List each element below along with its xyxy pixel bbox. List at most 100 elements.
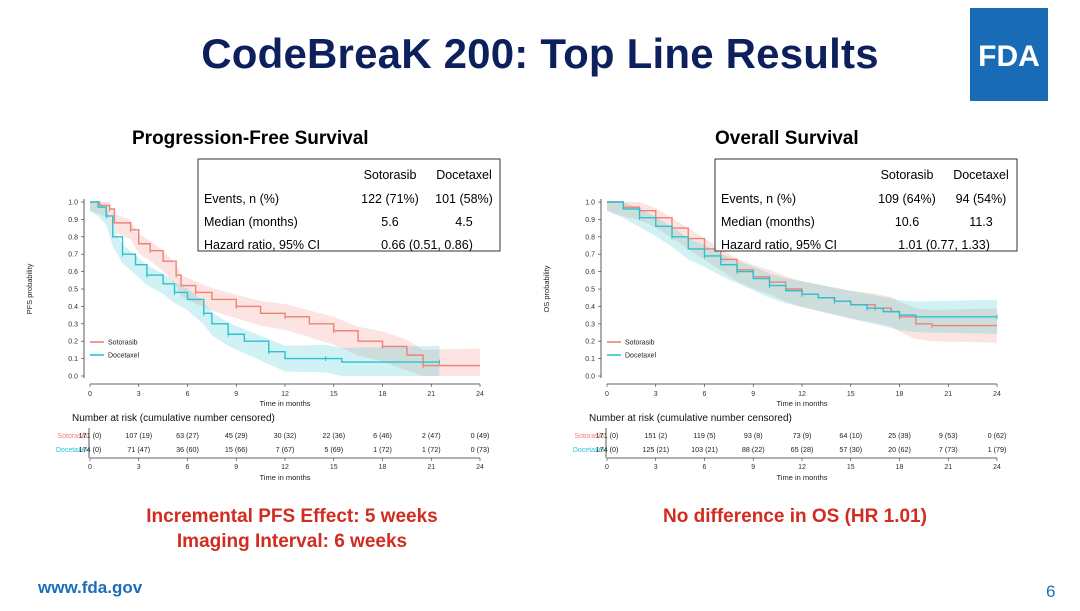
y-tick-label: 0.0 [585,374,595,381]
risk-row-name: Docetaxel [573,447,605,454]
x-tick-label: 0 [605,391,609,398]
risk-x-tick-label: 3 [137,464,141,471]
slide-title: CodeBreaK 200: Top Line Results [201,30,879,77]
x-tick-label: 21 [427,391,435,398]
risk-value: 64 (10) [839,431,862,440]
x-tick-label: 3 [137,391,141,398]
risk-x-tick-label: 18 [379,464,387,471]
risk-value: 25 (39) [888,431,911,440]
x-tick-label: 9 [751,391,755,398]
os-finding: No difference in OS (HR 1.01) [620,504,970,529]
y-tick-label: 0.4 [68,304,78,311]
x-tick-label: 18 [896,391,904,398]
y-tick-label: 0.0 [68,374,78,381]
risk-value: 1 (72) [373,445,392,454]
risk-value: 7 (67) [276,445,295,454]
y-tick-label: 0.5 [68,287,78,294]
ci-band-sotorasib [607,202,997,343]
fda-logo-mark: FDA [978,40,1040,73]
risk-x-tick-label: 0 [605,464,609,471]
stats-value: 10.6 [895,215,919,229]
y-tick-label: 1.0 [68,200,78,207]
risk-value: 45 (29) [225,431,248,440]
y-tick-label: 0.5 [585,287,595,294]
stats-value: 4.5 [455,215,472,229]
x-tick-label: 18 [379,391,387,398]
risk-value: 15 (66) [225,445,248,454]
x-tick-label: 12 [798,391,806,398]
x-tick-label: 21 [944,391,952,398]
stats-row-label: Events, n (%) [204,192,279,206]
stats-value: 101 (58%) [435,192,493,206]
risk-value: 119 (5) [693,431,715,440]
risk-value: 20 (62) [888,445,911,454]
risk-value: 0 (62) [988,431,1007,440]
y-tick-label: 0.6 [585,269,595,276]
risk-value: 125 (21) [642,445,669,454]
stats-value: 109 (64%) [878,192,936,206]
risk-value: 7 (73) [939,445,958,454]
x-tick-label: 6 [703,391,707,398]
stats-header: Sotorasib [881,168,934,182]
risk-x-tick-label: 21 [427,464,435,471]
stats-row-label: Hazard ratio, 95% CI [204,238,320,252]
y-tick-label: 0.3 [68,321,78,328]
pfs-panel-title: Progression-Free Survival [132,128,369,149]
footer-url[interactable]: www.fda.gov [38,578,143,597]
risk-value: 0 (73) [471,445,490,454]
fda-logo: FDA [970,8,1048,101]
y-axis-title: OS probability [542,265,551,312]
risk-value: 107 (19) [125,431,152,440]
risk-value: 65 (28) [791,445,814,454]
x-tick-label: 0 [88,391,92,398]
legend-label-sotorasib: Sotorasib [625,340,655,347]
risk-table-label: Number at risk (cumulative number censor… [72,413,275,424]
x-tick-label: 12 [281,391,289,398]
risk-x-axis-title: Time in months [777,473,828,482]
os-panel-title: Overall Survival [715,128,859,149]
risk-value: 71 (47) [127,445,150,454]
stats-value: 1.01 (0.77, 1.33) [898,238,990,252]
stats-value: 94 (54%) [956,192,1007,206]
risk-x-tick-label: 9 [234,464,238,471]
risk-x-tick-label: 3 [654,464,658,471]
risk-x-tick-label: 12 [798,464,806,471]
stats-table [197,158,501,252]
x-axis-title: Time in months [777,399,828,408]
risk-x-axis-title: Time in months [260,473,311,482]
risk-value: 171 (0) [596,431,619,440]
x-tick-label: 15 [847,391,855,398]
km-curve-docetaxel [607,201,997,318]
risk-x-tick-label: 6 [703,464,707,471]
stats-header: Sotorasib [364,168,417,182]
y-tick-label: 0.6 [68,269,78,276]
stats-value: 11.3 [969,215,992,229]
risk-value: 0 (49) [471,431,490,440]
x-tick-label: 24 [993,391,1001,398]
risk-value: 57 (30) [839,445,862,454]
km-curve-sotorasib [90,201,480,367]
risk-value: 174 (0) [79,445,102,454]
x-axis-title: Time in months [260,399,311,408]
legend-label-docetaxel: Docetaxel [625,353,657,360]
y-tick-label: 0.2 [68,339,78,346]
risk-value: 73 (9) [793,431,812,440]
risk-x-tick-label: 15 [847,464,855,471]
risk-row-name: Sotorasib [574,433,604,440]
y-tick-label: 1.0 [585,200,595,207]
risk-x-tick-label: 15 [330,464,338,471]
risk-value: 174 (0) [596,445,619,454]
risk-value: 88 (22) [742,445,765,454]
pfs-finding-line2: Imaging Interval: 6 weeks [176,531,408,552]
risk-value: 36 (60) [176,445,199,454]
risk-x-tick-label: 24 [993,464,1001,471]
stats-row-label: Events, n (%) [721,192,796,206]
y-tick-label: 0.7 [68,252,78,259]
risk-x-tick-label: 9 [751,464,755,471]
legend-label-docetaxel: Docetaxel [108,353,140,360]
x-tick-label: 24 [476,391,484,398]
risk-value: 6 (46) [373,431,392,440]
risk-value: 2 (47) [422,431,441,440]
fda-logo-text: FDA [978,40,1040,73]
pfs-finding-line1: Incremental PFS Effect: 5 weeks [146,506,438,527]
